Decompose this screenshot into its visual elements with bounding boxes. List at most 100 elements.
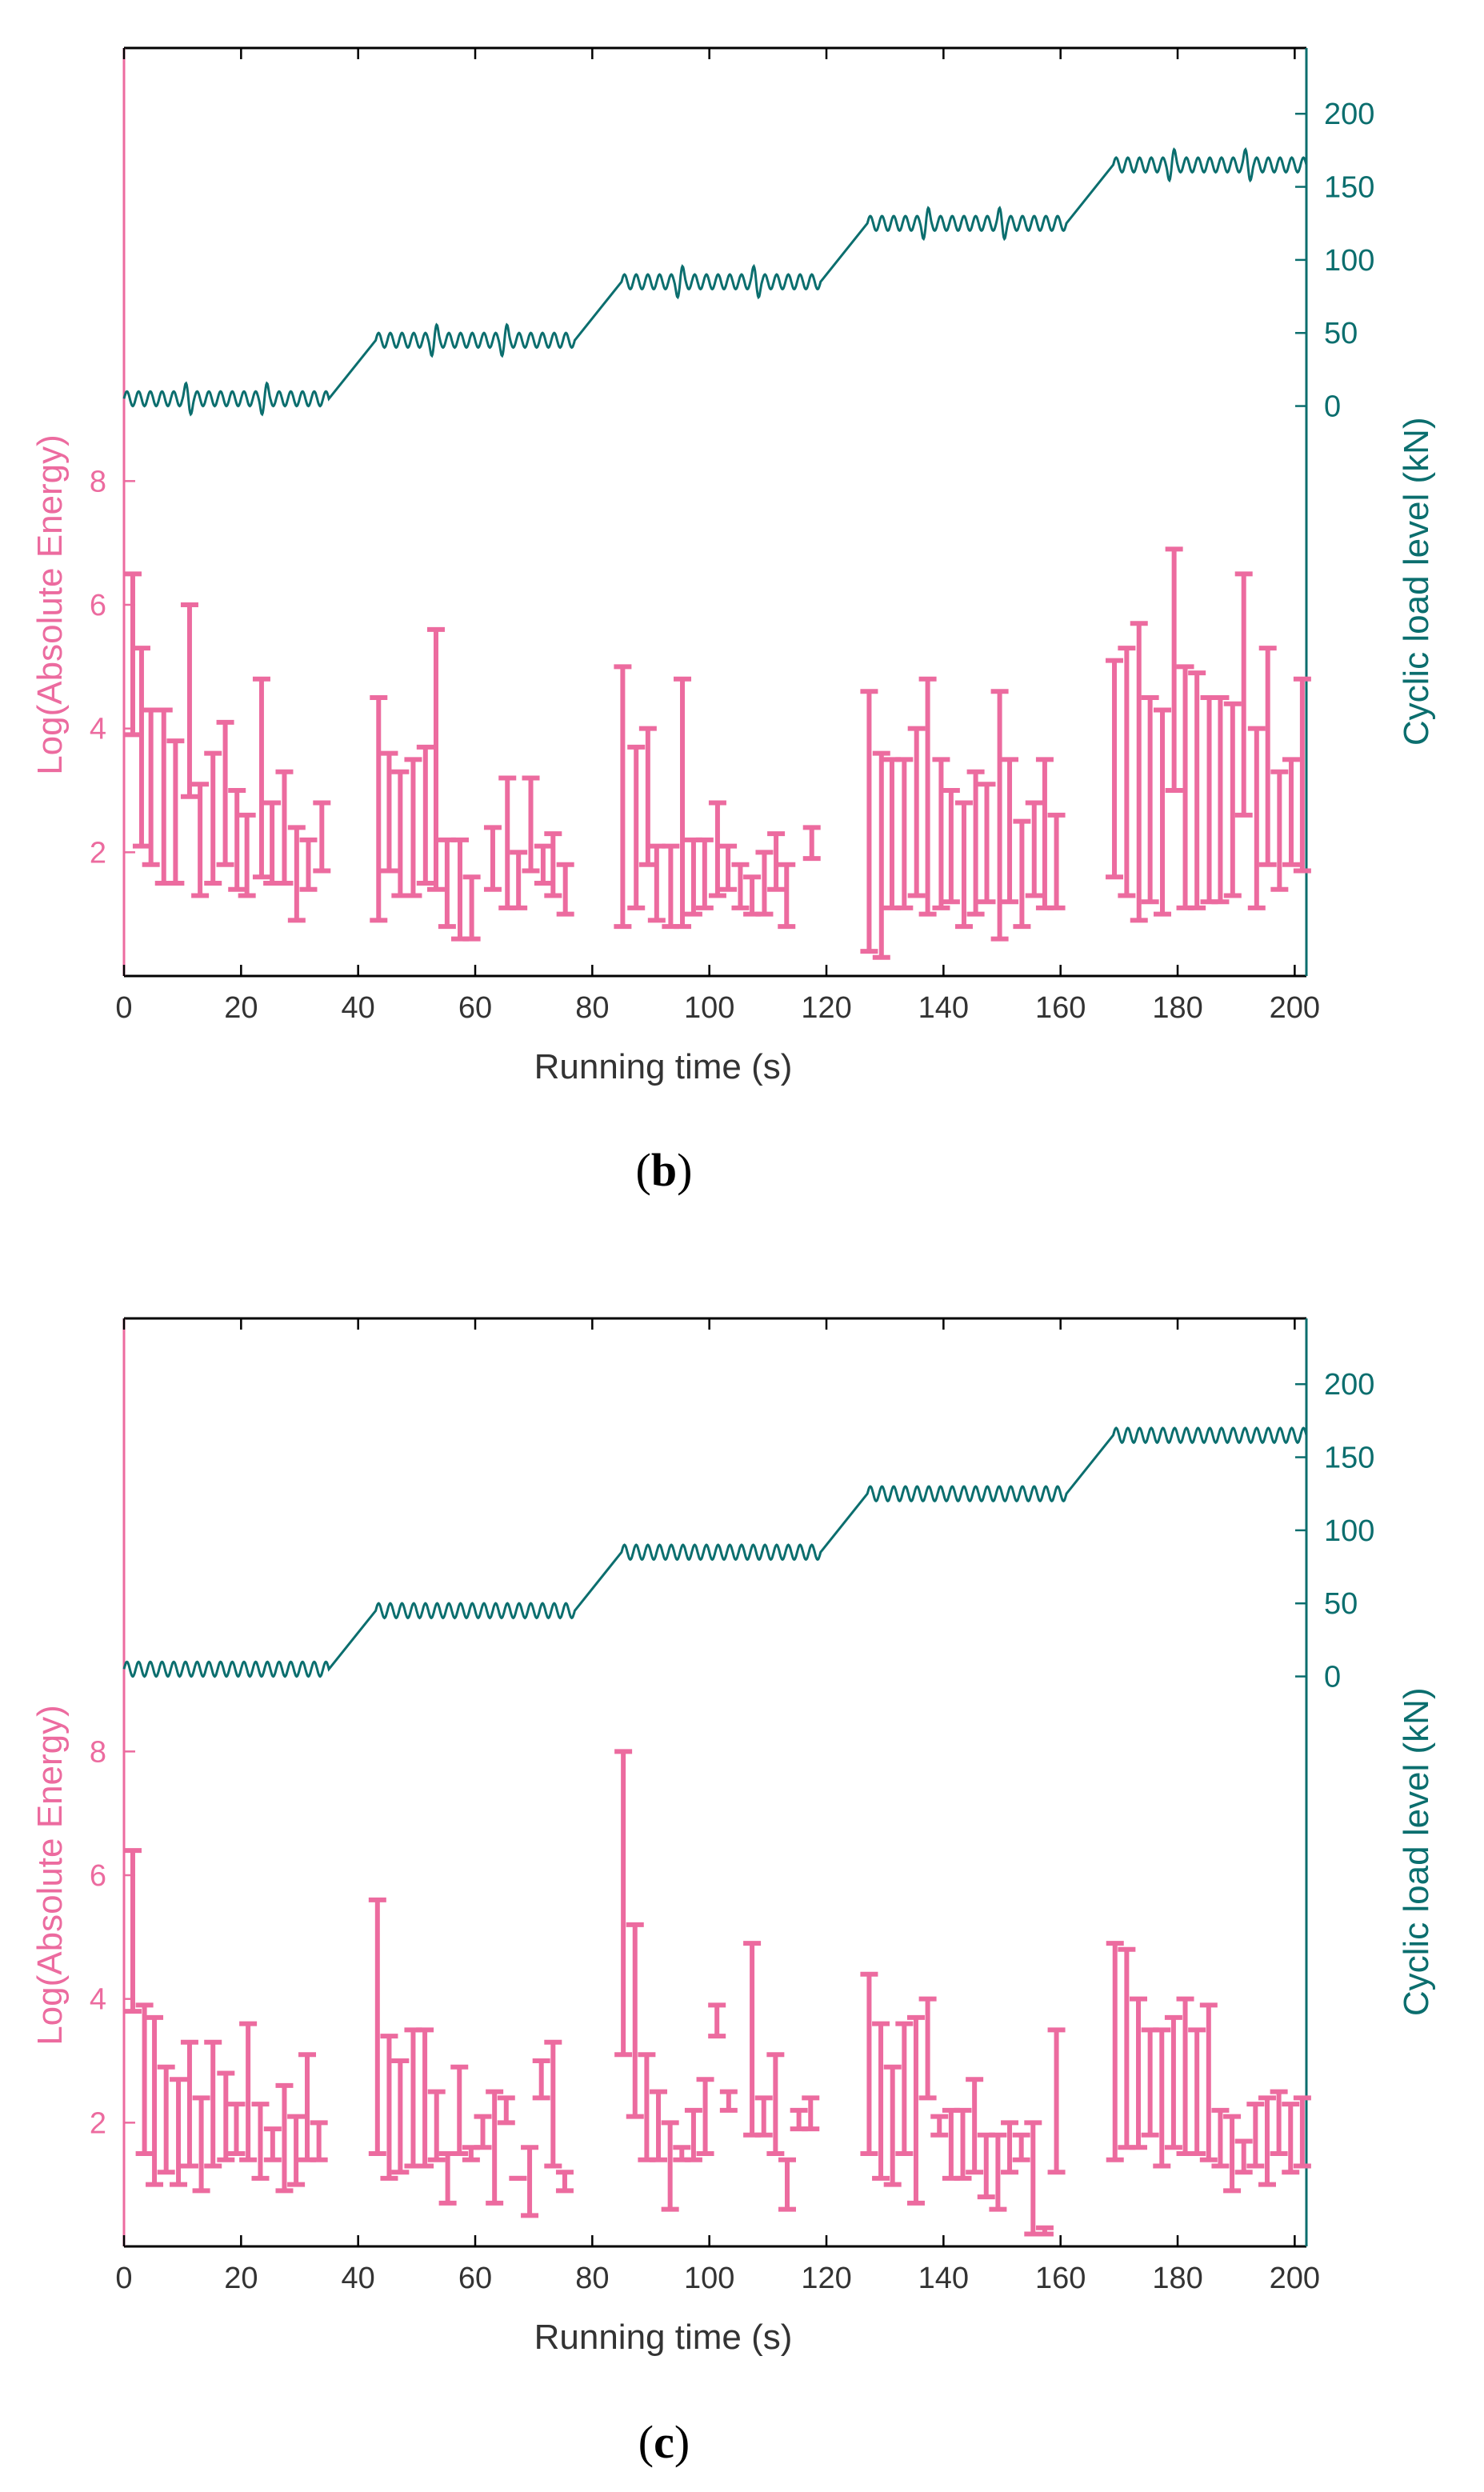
b-x-tick-label: 120 [801, 991, 851, 1025]
c-energy-bar [719, 2089, 738, 2113]
b-energy-bar [123, 571, 142, 738]
c-energy-bar [802, 2095, 820, 2132]
c-energy-bar [532, 2058, 550, 2101]
b-energy-bar [404, 757, 422, 898]
c-energy-bar [1223, 2114, 1242, 2194]
b-x-tick-label: 0 [115, 991, 132, 1025]
c-x-tick-label: 140 [918, 2262, 969, 2295]
b-energy-bar [370, 695, 388, 923]
b-energy-bar [483, 825, 502, 892]
c-x-tick-label: 40 [342, 2262, 375, 2295]
c-left-y-tick-label: 8 [90, 1735, 106, 1769]
c-x-tick-label: 60 [458, 2262, 492, 2295]
b-energy-bar [719, 843, 738, 892]
b-energy-bar [1154, 707, 1172, 917]
b-energy-bar [966, 769, 985, 917]
c-energy-bar [239, 2021, 258, 2162]
c-energy-bar [1246, 2102, 1265, 2169]
b-energy-bar [708, 800, 726, 898]
c-energy-bar [1035, 2225, 1054, 2237]
c-energy-bar [1199, 2002, 1218, 2162]
c-energy-bar [766, 2052, 785, 2156]
c-energy-bar [696, 2077, 714, 2156]
b-x-axis-label: Running time (s) [534, 1047, 793, 1086]
chart-c: 0 20 40 60 80 100 120 140 160 180 2002468050100150… [30, 1317, 1436, 2357]
c-energy-bar [684, 2107, 702, 2162]
c-cyclic-load-series [122, 1426, 1308, 1678]
b-energy-bar [522, 775, 540, 874]
c-energy-bar [895, 2021, 914, 2156]
b-energy-bar [1047, 812, 1066, 910]
b-energy-bar [252, 676, 270, 880]
b-energy-bar [544, 831, 562, 898]
c-energy-bar [544, 2039, 562, 2169]
b-energy-bar [1234, 571, 1253, 818]
c-energy-bar [1130, 1996, 1148, 2150]
c-energy-bar [1258, 2095, 1276, 2187]
b-energy-bar [1165, 546, 1183, 793]
c-energy-bar [497, 2095, 515, 2126]
c-x-axis-label: Running time (s) [534, 2318, 793, 2357]
c-energy-bar [1282, 2102, 1300, 2175]
b-energy-bar [942, 788, 960, 905]
c-energy-bar [180, 2039, 198, 2169]
c-energy-bar [123, 1848, 142, 2014]
b-energy-bar [263, 800, 282, 886]
b-x-tick-label: 140 [918, 991, 969, 1025]
b-left-y-tick-label: 2 [90, 836, 106, 870]
b-energy-bar [647, 843, 666, 923]
c-x-tick-label: 0 [115, 2262, 132, 2295]
c-energy-bar [486, 2089, 504, 2206]
c-energy-bar [1188, 2027, 1206, 2156]
c-right-y-tick-label: 150 [1324, 1442, 1374, 1475]
c-x-tick-label: 120 [801, 2262, 851, 2295]
b-x-tick-label: 20 [224, 991, 258, 1025]
c-right-y-tick-label: 50 [1324, 1587, 1358, 1621]
b-x-tick-label: 180 [1152, 991, 1202, 1025]
b-energy-bar [426, 626, 445, 892]
b-left-y-tick-label: 4 [90, 713, 106, 746]
c-left-y-tick-label: 6 [90, 1859, 106, 1893]
b-energy-bar [191, 782, 210, 898]
c-energy-bar [872, 2021, 890, 2181]
c-energy-bar [708, 2002, 726, 2039]
c-energy-bar [157, 2064, 175, 2175]
b-left-y-tick-label: 8 [90, 465, 106, 498]
c-left-y-axis-label: Log(Absolute Energy) [30, 1705, 70, 2046]
c-energy-bar [614, 1749, 633, 2058]
c-energy-bar [251, 2102, 270, 2181]
c-energy-bar [1164, 2014, 1182, 2150]
c-energy-bar [450, 2064, 469, 2156]
c-energy-bar [391, 2058, 410, 2175]
b-right-y-tick-label: 100 [1324, 244, 1374, 278]
b-left-y-tick-label: 6 [90, 589, 106, 622]
c-energy-bar [135, 2002, 154, 2156]
b-energy-bar [1141, 695, 1159, 905]
b-energy-bar [882, 757, 901, 910]
b-energy-bar [662, 843, 680, 930]
b-left-y-axis-label: Log(Absolute Energy) [30, 434, 70, 775]
c-energy-bar [1047, 2027, 1066, 2175]
b-right-y-tick-label: 150 [1324, 171, 1374, 205]
c-energy-bar [930, 2114, 949, 2138]
b-energy-bar [299, 837, 318, 892]
b-energy-bar [132, 646, 150, 849]
c-energy-bar [1141, 2027, 1159, 2138]
b-energy-bar [990, 689, 1009, 942]
b-energy-bar [534, 843, 552, 886]
c-energy-bar [1270, 2089, 1288, 2156]
c-energy-bar [650, 2089, 668, 2162]
b-energy-bar [1035, 757, 1054, 910]
c-energy-bar [743, 1941, 762, 2138]
c-energy-bar [883, 2064, 902, 2187]
chart-b: 0 20 40 60 80 100 120 140 160 180 2002468050100150… [30, 46, 1436, 1086]
b-energy-bar [438, 837, 456, 930]
c-energy-bar [298, 2052, 317, 2162]
b-energy-bar [510, 850, 528, 910]
c-energy-bar [954, 2107, 972, 2181]
c-energy-bar [555, 2170, 574, 2194]
panel-label-b: (b) [636, 1144, 693, 1196]
b-energy-bar [895, 757, 914, 910]
c-energy-bar [263, 2126, 282, 2162]
c-energy-bar [754, 2095, 773, 2138]
